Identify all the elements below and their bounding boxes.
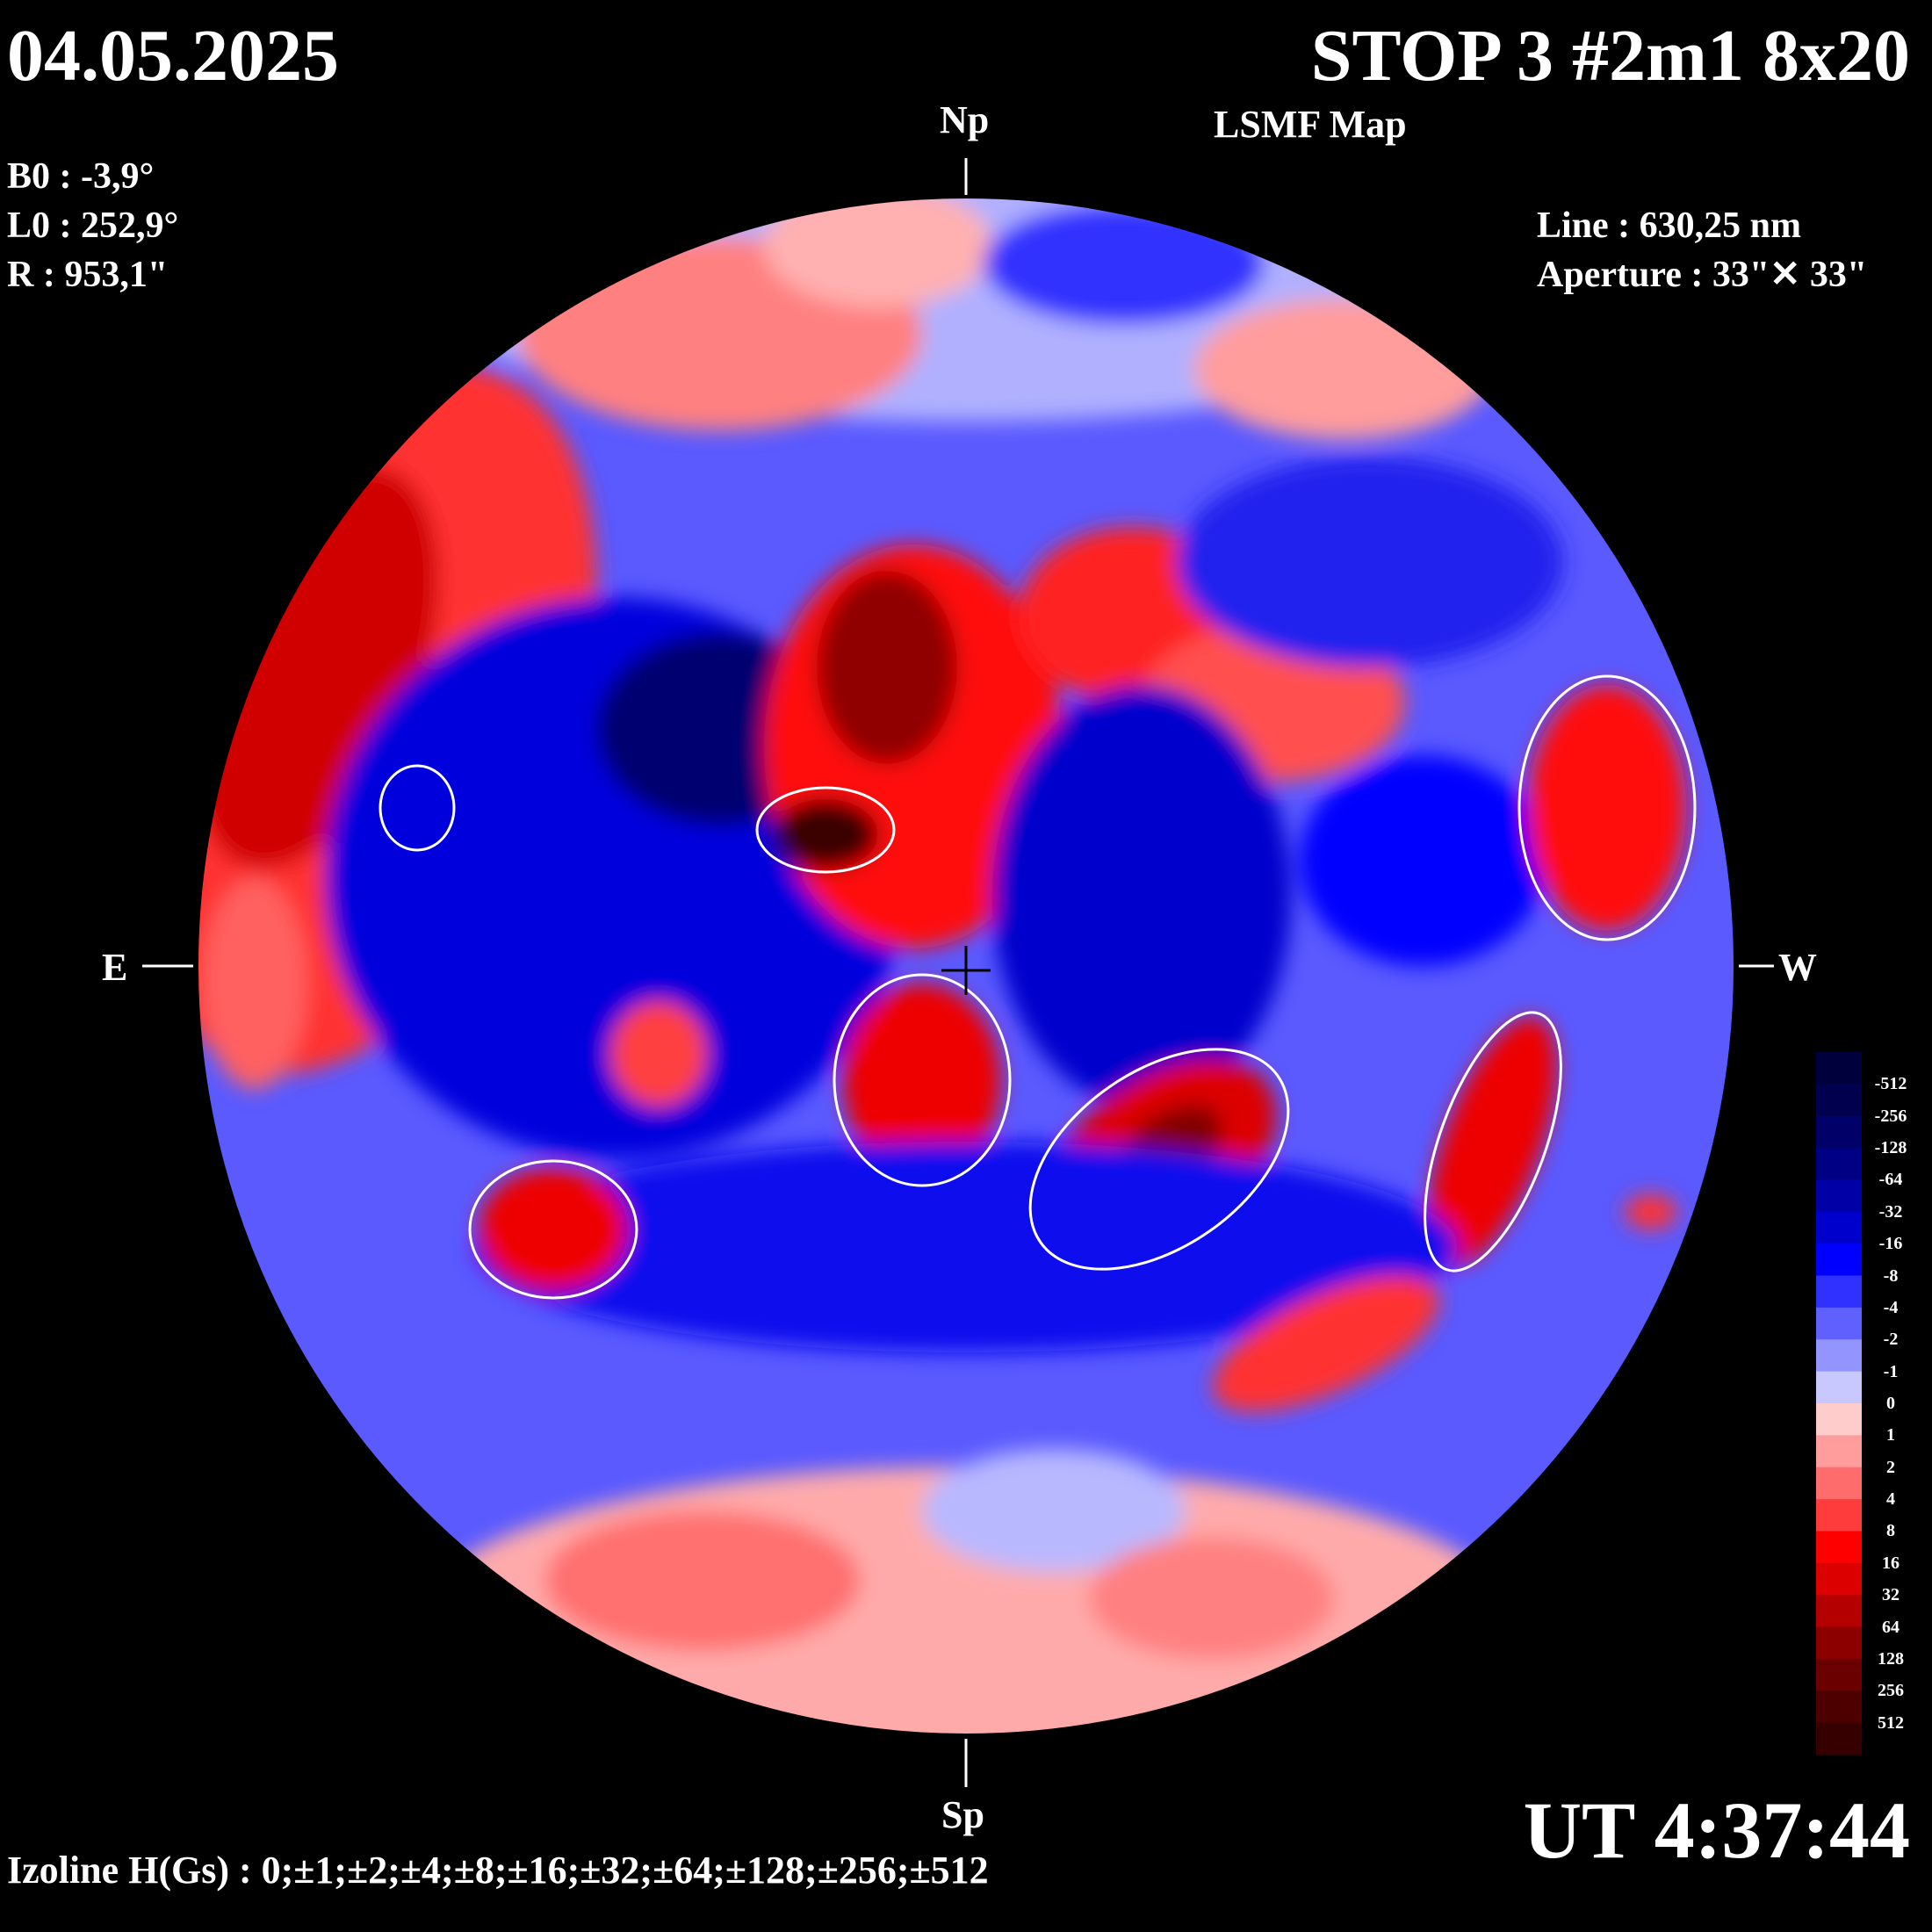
legend-swatch <box>1816 1435 1862 1468</box>
legend-swatch <box>1816 1084 1862 1117</box>
west-label: W <box>1778 946 1817 989</box>
legend-level-label: -64 <box>1878 1170 1903 1190</box>
legend-level-label: -32 <box>1878 1201 1903 1222</box>
radius-value: R : 953,1" <box>7 255 169 295</box>
legend-swatch <box>1816 1467 1862 1500</box>
legend-swatch <box>1816 1148 1862 1180</box>
legend-swatch <box>1816 1722 1862 1755</box>
legend-level-label: 1 <box>1886 1425 1895 1445</box>
legend-swatch <box>1816 1179 1862 1213</box>
south-pole-label: Sp <box>941 1793 984 1836</box>
legend-level-label: -1 <box>1883 1361 1899 1381</box>
legend-level-label: 32 <box>1882 1585 1900 1605</box>
legend-swatch <box>1816 1275 1862 1308</box>
legend-swatch <box>1816 1658 1862 1691</box>
legend-swatch <box>1816 1307 1862 1340</box>
legend-level-label: 128 <box>1878 1648 1904 1669</box>
b0-value: B0 : -3,9° <box>7 156 155 197</box>
north-pole-label: Np <box>940 98 990 141</box>
legend-level-label: 512 <box>1878 1712 1904 1733</box>
solar-disk <box>198 198 1734 1734</box>
ut-time: UT 4:37:44 <box>1523 1785 1910 1875</box>
legend-level-label: 0 <box>1886 1394 1895 1413</box>
legend-level-label: 16 <box>1882 1553 1900 1573</box>
legend-level-label: 4 <box>1886 1489 1895 1510</box>
legend-swatch <box>1816 1626 1862 1660</box>
legend-level-label: 64 <box>1882 1617 1900 1637</box>
legend-swatch <box>1816 1339 1862 1373</box>
legend-level-label: 8 <box>1886 1521 1895 1541</box>
izoline-legend: Izoline H(Gs) : 0;±1;±2;±4;±8;±16;±32;±6… <box>7 1849 989 1892</box>
legend-swatch <box>1816 1244 1862 1277</box>
legend-swatch <box>1816 1499 1862 1532</box>
legend-swatch <box>1816 1595 1862 1628</box>
legend-level-label: -4 <box>1883 1297 1899 1317</box>
l0-value: L0 : 252,9° <box>7 205 179 246</box>
line-value: Line : 630,25 nm <box>1537 205 1802 246</box>
legend-level-label: -16 <box>1878 1234 1903 1254</box>
center-cross <box>941 946 991 995</box>
legend-swatch <box>1816 1690 1862 1724</box>
legend-level-label: -8 <box>1883 1265 1899 1286</box>
legend-swatch <box>1816 1115 1862 1149</box>
legend-swatch <box>1816 1371 1862 1404</box>
aperture-value: Aperture : 33"✕ 33" <box>1537 255 1868 295</box>
map-title: STOP 3 #2m1 8x20 <box>1310 15 1910 97</box>
color-legend <box>1816 1052 1862 1755</box>
legend-swatch <box>1816 1562 1862 1596</box>
legend-swatch <box>1816 1211 1862 1244</box>
east-label: E <box>102 946 128 989</box>
legend-level-label: 2 <box>1886 1457 1895 1477</box>
legend-swatch <box>1816 1403 1862 1436</box>
legend-level-label: 256 <box>1878 1681 1904 1701</box>
legend-swatch <box>1816 1052 1862 1085</box>
map-subtitle: LSMF Map <box>1214 103 1407 146</box>
legend-swatch <box>1816 1531 1862 1564</box>
legend-level-label: -512 <box>1874 1074 1907 1094</box>
legend-level-label: -128 <box>1874 1138 1907 1158</box>
legend-level-label: -2 <box>1883 1330 1899 1350</box>
legend-level-label: -256 <box>1874 1106 1907 1126</box>
date-label: 04.05.2025 <box>7 15 339 97</box>
